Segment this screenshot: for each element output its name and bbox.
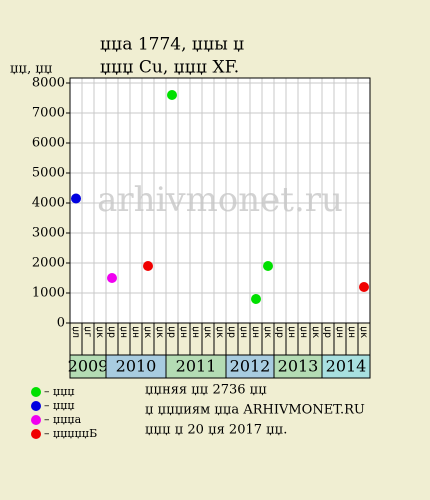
x-tick-label: џн bbox=[250, 326, 261, 338]
x-tick-label: џн bbox=[334, 326, 345, 338]
x-tick-label: џл bbox=[70, 326, 81, 338]
legend-swatch bbox=[31, 387, 41, 397]
x-tick-label: џг bbox=[82, 326, 93, 338]
year-label: 2012 bbox=[230, 357, 271, 376]
x-tick-label: џк bbox=[142, 326, 153, 338]
x-tick-label: џн bbox=[178, 326, 189, 338]
x-tick-label: џк bbox=[202, 326, 213, 338]
data-point bbox=[107, 273, 117, 283]
chart-subtitle: џџџ Cu, џџџ XF. bbox=[100, 58, 239, 78]
x-tick-label: џк bbox=[358, 326, 369, 338]
x-tick-label: џр bbox=[226, 326, 237, 338]
x-tick-label: џр bbox=[106, 326, 117, 338]
data-point bbox=[71, 193, 81, 204]
legend-label: – џџџ bbox=[44, 399, 75, 412]
legend-label: – џџџџџБ bbox=[44, 427, 97, 440]
year-label: 2011 bbox=[176, 357, 217, 376]
y-tick-label: 4000 bbox=[32, 196, 65, 211]
year-label: 2014 bbox=[326, 357, 367, 376]
y-tick-label: 2000 bbox=[32, 256, 65, 271]
y-axis-label: џџ, џџ bbox=[10, 62, 53, 77]
y-tick-label: 6000 bbox=[32, 136, 65, 151]
x-tick-label: џк bbox=[94, 326, 105, 338]
x-tick-label: џн bbox=[238, 326, 249, 338]
legend-swatch bbox=[31, 401, 41, 411]
data-point bbox=[359, 282, 369, 292]
data-point bbox=[251, 294, 261, 304]
data-point bbox=[263, 261, 273, 271]
data-point bbox=[167, 90, 177, 100]
data-point bbox=[143, 261, 153, 271]
x-tick-label: џк bbox=[154, 326, 165, 338]
x-tick-label: џр bbox=[274, 326, 285, 338]
note: џџняя џџ 2736 џџ bbox=[145, 383, 267, 398]
x-tick-label: џн bbox=[130, 326, 141, 338]
x-tick-label: џн bbox=[346, 326, 357, 338]
x-tick-label: џн bbox=[118, 326, 129, 338]
year-label: 2010 bbox=[116, 357, 157, 376]
year-box bbox=[321, 354, 371, 379]
y-tick-label: 5000 bbox=[32, 166, 65, 181]
y-tick-label: 7000 bbox=[32, 106, 65, 121]
x-tick-label: џк bbox=[214, 326, 225, 338]
y-tick-label: 0 bbox=[57, 316, 65, 331]
y-tick-label: 8000 bbox=[32, 76, 65, 91]
legend-swatch bbox=[31, 415, 41, 425]
legend-label: – џџџ bbox=[44, 385, 75, 398]
x-tick-label: џк bbox=[262, 326, 273, 338]
chart-title: џџа 1774, џџы џ bbox=[100, 35, 244, 55]
x-tick-label: џн bbox=[298, 326, 309, 338]
x-tick-label: џн bbox=[286, 326, 297, 338]
y-tick-label: 3000 bbox=[32, 226, 65, 241]
legend-swatch bbox=[31, 429, 41, 439]
y-tick-label: 1000 bbox=[32, 286, 65, 301]
year-label: 2009 bbox=[68, 357, 109, 376]
legend-label: – џџџа bbox=[44, 413, 82, 426]
note: џџџ џ 20 џя 2017 џџ. bbox=[145, 423, 287, 438]
plot-area bbox=[70, 78, 370, 323]
note: џ џџџиям џџа ARHIVMONET.RU bbox=[145, 403, 365, 418]
watermark: arhivmonet.ru bbox=[97, 180, 343, 220]
x-tick-label: џн bbox=[190, 326, 201, 338]
x-tick-label: џк bbox=[310, 326, 321, 338]
x-tick-label: џр bbox=[322, 326, 333, 338]
x-tick-label: џр bbox=[166, 326, 177, 338]
year-label: 2013 bbox=[278, 357, 319, 376]
